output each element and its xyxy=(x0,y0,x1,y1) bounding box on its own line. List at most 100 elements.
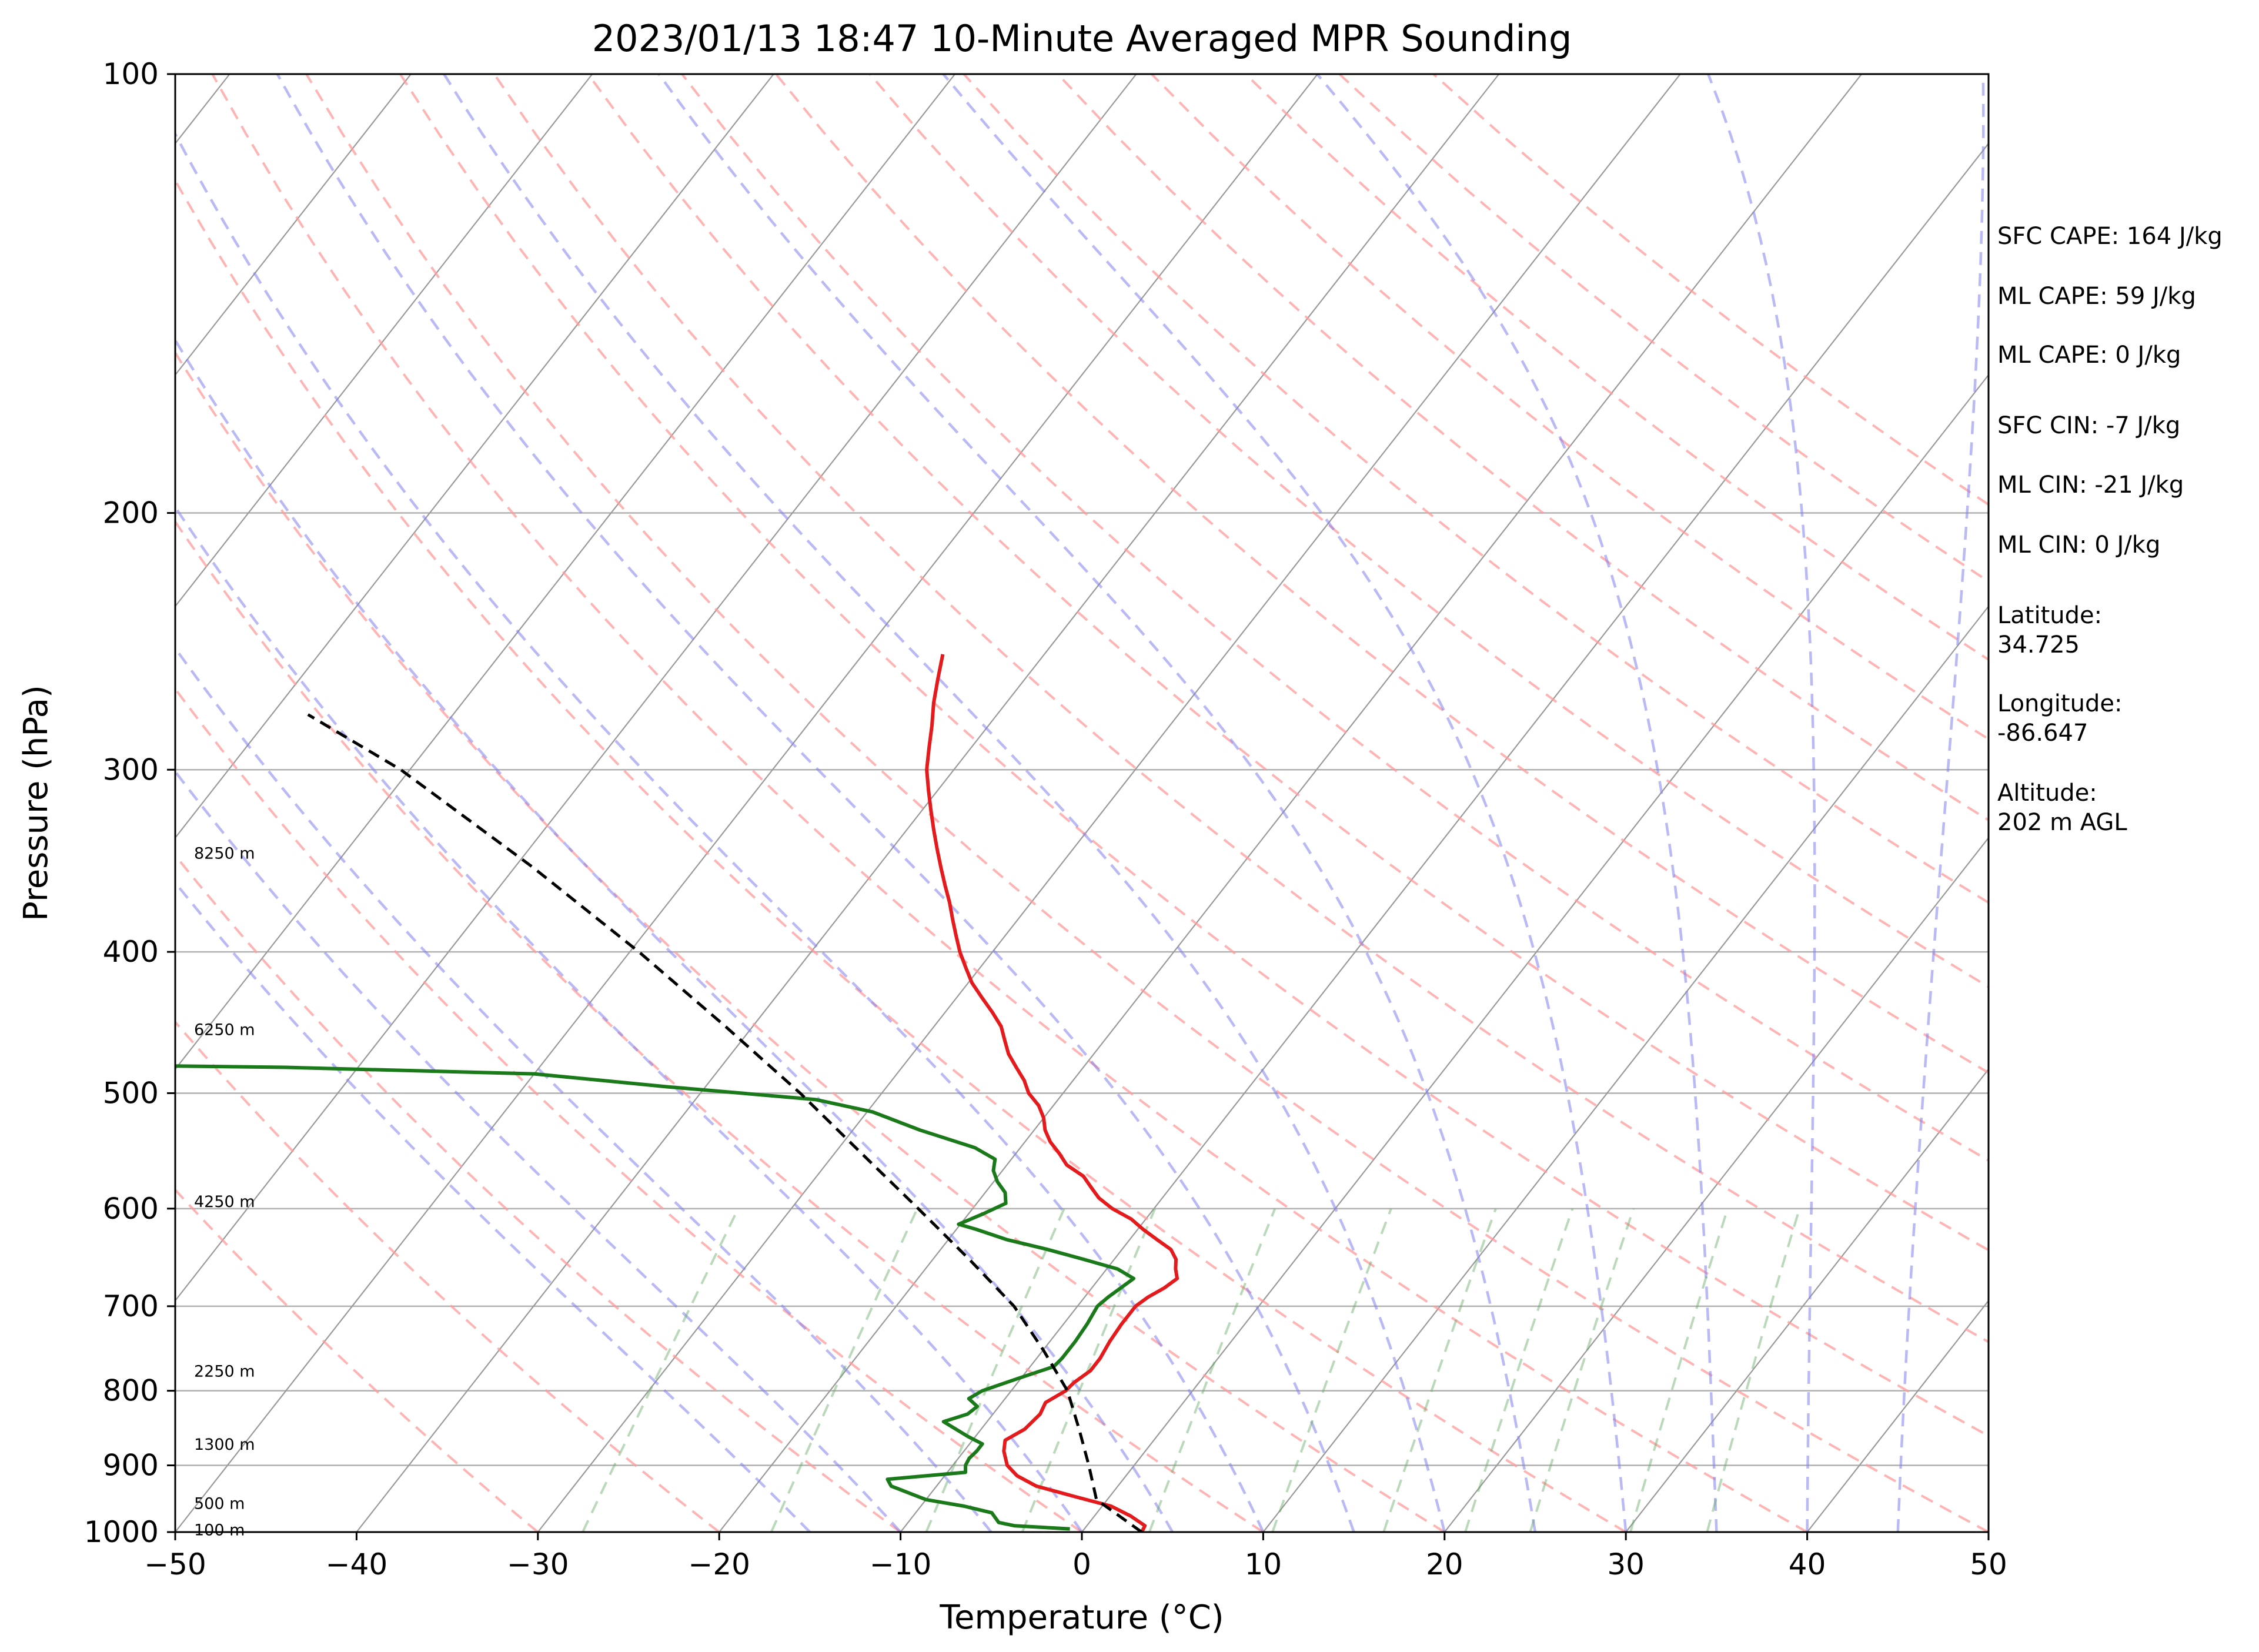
x-axis-label: Temperature (°C) xyxy=(939,1599,1224,1637)
x-tick-label: 40 xyxy=(1789,1547,1826,1581)
mixing-ratio-line xyxy=(1464,1208,1574,1532)
dry-adiabat-line xyxy=(175,687,1083,1532)
moist-adiabat-line xyxy=(175,504,1083,1532)
y-tick-label: 600 xyxy=(103,1192,159,1226)
dry-adiabat-line xyxy=(493,74,1989,1343)
sfc-cape-text: SFC CAPE: 164 J/kg xyxy=(1997,223,2223,250)
temperature-trace xyxy=(925,654,1179,1532)
y-tick-label: 200 xyxy=(103,496,159,530)
dry-adiabat-line xyxy=(681,74,1989,1162)
dry-adiabat-line xyxy=(175,853,901,1532)
ml-cin-text: ML CIN: -21 J/kg xyxy=(1997,471,2184,499)
y-axis-label: Pressure (hPa) xyxy=(17,685,55,921)
y-tick-label: 1000 xyxy=(84,1515,159,1549)
y-tick-label: 700 xyxy=(103,1289,159,1323)
isotherm-line xyxy=(175,74,774,839)
moist-adiabat-line xyxy=(175,337,1174,1532)
mixing-ratio-line xyxy=(582,1208,740,1532)
mixing-ratio-line xyxy=(770,1208,918,1532)
annotation-panel: SFC CAPE: 164 J/kg ML CAPE: 59 J/kg ML C… xyxy=(1997,223,2223,836)
y-tick-label: 100 xyxy=(103,57,159,91)
mixing-ratio-line xyxy=(1148,1208,1276,1532)
moist-adiabat-line xyxy=(175,646,993,1532)
sounding-traces xyxy=(175,654,1179,1532)
x-tick-label: 10 xyxy=(1245,1547,1282,1581)
ml-cape-zero-text: ML CAPE: 0 J/kg xyxy=(1997,342,2181,369)
isotherm-line xyxy=(900,142,1989,1532)
mixing-ratio-line xyxy=(1629,1208,1729,1532)
y-tick-label: 900 xyxy=(103,1449,159,1483)
mixing-ratio-line xyxy=(1706,1208,1801,1532)
latitude-label: Latitude: xyxy=(1997,602,2102,629)
moist-adiabat-line xyxy=(942,74,1628,1532)
dry-adiabat-line xyxy=(175,350,1445,1532)
ml-cape-text: ML CAPE: 59 J/kg xyxy=(1997,283,2196,310)
isotherm-line xyxy=(175,74,593,608)
moist-adiabat-line xyxy=(175,769,902,1532)
isotherm-line xyxy=(175,74,1137,1302)
y-tick-label: 500 xyxy=(103,1076,159,1110)
mixing-ratio-line xyxy=(1382,1208,1497,1532)
isotherm-line xyxy=(1625,1068,1989,1532)
isotherm-line xyxy=(537,74,1681,1532)
x-tick-label: −20 xyxy=(688,1547,750,1581)
isotherm-line xyxy=(175,74,412,376)
mixing-ratio-line xyxy=(1271,1208,1392,1532)
mixing-ratio-line xyxy=(1529,1208,1635,1532)
background-lines xyxy=(175,74,1989,1532)
dry-adiabat-line xyxy=(175,520,1264,1532)
height-label: 100 m xyxy=(194,1521,245,1540)
x-tick-label: 30 xyxy=(1607,1547,1645,1581)
dry-adiabat-line xyxy=(305,74,1989,1532)
y-tick-label: 300 xyxy=(103,753,159,787)
moist-adiabat-line xyxy=(1707,74,1816,1532)
isotherm-line xyxy=(1081,373,1989,1532)
dry-adiabat-line xyxy=(211,74,1808,1532)
dry-adiabat-line xyxy=(587,74,1989,1252)
chart-title: 2023/01/13 18:47 10-Minute Averaged MPR … xyxy=(592,17,1572,60)
height-label: 6250 m xyxy=(194,1021,255,1039)
isotherm-line xyxy=(356,74,1500,1532)
isotherm-line xyxy=(1262,605,1989,1532)
x-tick-label: −30 xyxy=(507,1547,569,1581)
dry-adiabat-line xyxy=(1151,74,1989,741)
longitude-label: Longitude: xyxy=(1997,690,2122,717)
height-label: 1300 m xyxy=(194,1436,255,1454)
moist-adiabat-line xyxy=(175,131,1265,1532)
isotherm-line xyxy=(175,74,1318,1532)
moist-adiabat-line xyxy=(276,74,1355,1532)
x-tick-label: −10 xyxy=(870,1547,932,1581)
latitude-value: 34.725 xyxy=(1997,631,2080,658)
altitude-value: 202 m AGL xyxy=(1997,809,2127,836)
isotherm-line xyxy=(175,74,955,1071)
isotherm-line xyxy=(719,74,1862,1532)
isotherm-line xyxy=(1443,837,1989,1532)
dry-adiabat-line xyxy=(175,1188,539,1532)
height-label: 500 m xyxy=(194,1494,245,1513)
axis-ticks: −50 −40 −30 −20 −10 0 10 20 30 40 50 100 200 300 400 50… xyxy=(84,57,2007,1581)
longitude-value: -86.647 xyxy=(1997,720,2088,747)
sfc-cin-text: SFC CIN: -7 J/kg xyxy=(1997,412,2180,439)
moist-adiabat-line xyxy=(657,74,1537,1532)
x-tick-label: 20 xyxy=(1426,1547,1463,1581)
dry-adiabat-line xyxy=(963,74,1989,904)
height-label: 2250 m xyxy=(194,1362,255,1380)
dry-adiabat-line xyxy=(399,74,1989,1437)
altitude-label: Altitude: xyxy=(1997,780,2097,807)
parcel-path xyxy=(307,713,1143,1532)
x-tick-label: −40 xyxy=(326,1547,388,1581)
height-label: 4250 m xyxy=(194,1193,255,1211)
height-label: 8250 m xyxy=(194,844,255,862)
y-tick-label: 400 xyxy=(103,935,159,969)
moist-adiabat-line xyxy=(1896,74,1985,1532)
dry-adiabat-line xyxy=(775,74,1989,1075)
x-tick-label: 50 xyxy=(1970,1547,2007,1581)
ml-cin-zero-text: ML CIN: 0 J/kg xyxy=(1997,531,2160,559)
height-labels: 100 m 500 m 1300 m 2250 m 4250 m 6250 m 8250 m xyxy=(194,844,255,1539)
moist-adiabat-line xyxy=(443,74,1446,1532)
x-tick-label: 0 xyxy=(1072,1547,1091,1581)
y-tick-label: 800 xyxy=(103,1374,159,1408)
x-tick-label: −50 xyxy=(144,1547,206,1581)
dewpoint-trace xyxy=(175,1064,1136,1531)
